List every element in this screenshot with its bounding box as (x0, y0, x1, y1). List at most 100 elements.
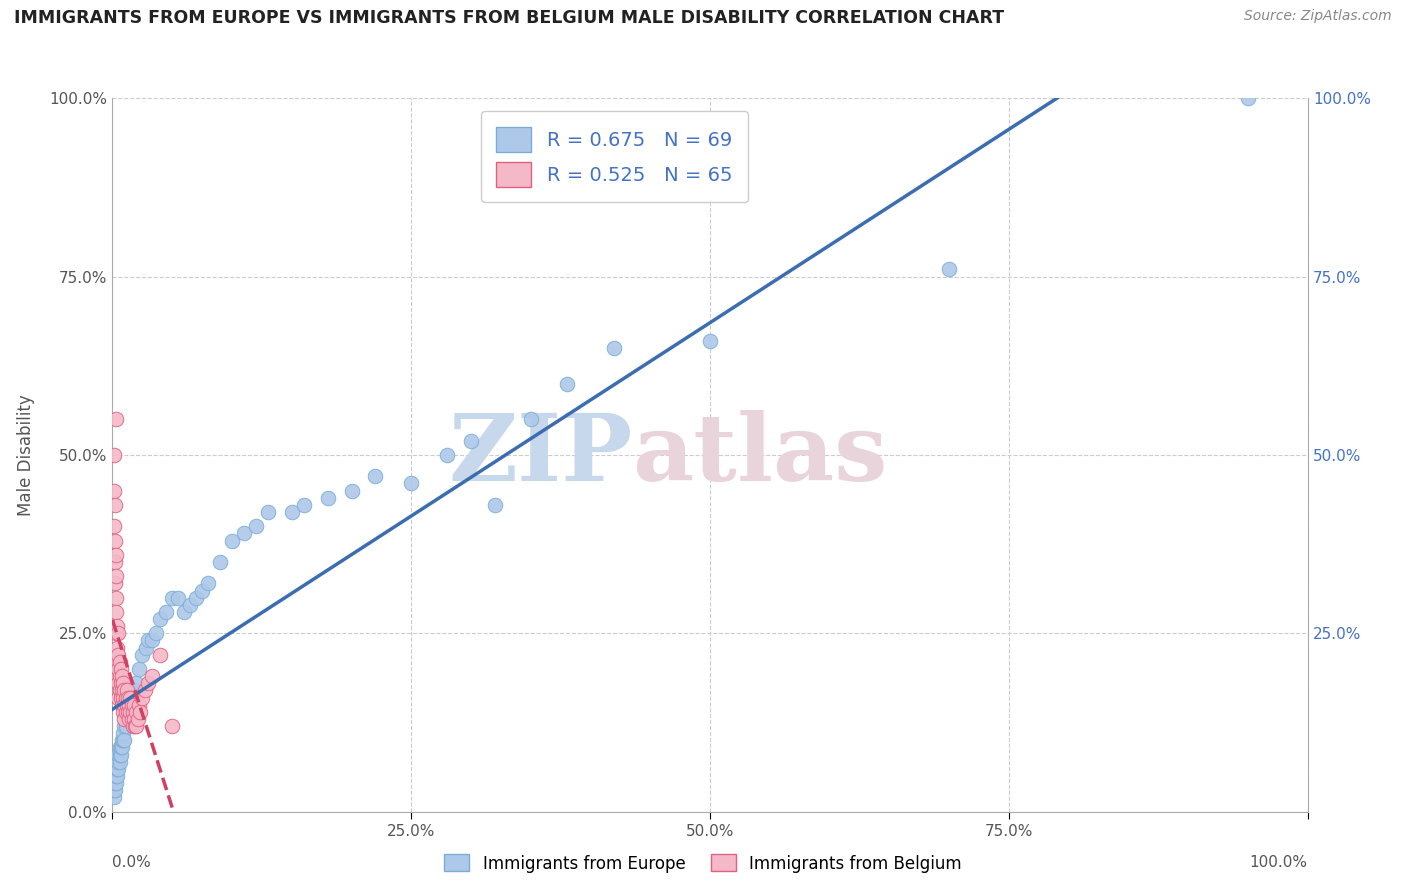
Point (197, 576, 219, 591)
Point (112, 690, 135, 705)
Point (112, 733, 135, 747)
Point (104, 576, 127, 591)
Point (186, 591, 208, 605)
Point (105, 412, 128, 426)
Point (107, 676, 129, 690)
Point (105, 605, 128, 619)
Point (105, 762, 128, 776)
Point (105, 569, 128, 583)
Point (173, 605, 195, 619)
Point (555, 376, 578, 391)
Point (103, 448, 125, 462)
Point (131, 690, 153, 705)
Point (401, 476, 423, 491)
Point (104, 533, 127, 548)
Point (111, 669, 134, 683)
Point (340, 483, 363, 498)
Point (108, 755, 131, 769)
Point (122, 698, 145, 712)
Point (107, 662, 129, 676)
Point (107, 762, 129, 776)
Point (118, 712, 141, 726)
Point (114, 733, 135, 747)
Point (105, 669, 128, 683)
Point (460, 434, 482, 448)
Point (110, 662, 132, 676)
Point (125, 705, 148, 719)
Point (107, 648, 129, 662)
Point (145, 626, 167, 640)
Point (118, 698, 141, 712)
Point (121, 698, 143, 712)
Point (105, 762, 128, 776)
Legend: R = 0.675   N = 69, R = 0.525   N = 65: R = 0.675 N = 69, R = 0.525 N = 65 (481, 112, 748, 202)
Point (938, 262, 960, 277)
Point (121, 705, 143, 719)
Point (520, 412, 543, 426)
Point (128, 698, 150, 712)
Text: IMMIGRANTS FROM EUROPE VS IMMIGRANTS FROM BELGIUM MALE DISABILITY CORRELATION CH: IMMIGRANTS FROM EUROPE VS IMMIGRANTS FRO… (14, 9, 1004, 27)
Point (117, 705, 139, 719)
Point (114, 719, 135, 733)
Point (1237, 91, 1260, 105)
Text: ZIP: ZIP (449, 410, 633, 500)
Point (104, 783, 127, 797)
Point (122, 683, 145, 698)
Text: atlas: atlas (633, 410, 887, 500)
Point (281, 505, 304, 519)
Point (114, 698, 135, 712)
Point (128, 662, 150, 676)
Point (292, 498, 315, 512)
Point (105, 776, 128, 790)
Point (105, 640, 128, 655)
Point (118, 712, 141, 726)
Point (162, 591, 183, 605)
Point (114, 705, 136, 719)
Point (105, 626, 128, 640)
Point (484, 498, 506, 512)
Point (316, 491, 339, 505)
Point (112, 726, 135, 740)
Point (107, 747, 129, 762)
Point (603, 341, 626, 355)
Point (104, 555, 127, 569)
Point (138, 676, 160, 690)
Point (129, 705, 152, 719)
Point (179, 598, 201, 612)
Point (114, 712, 135, 726)
Point (104, 769, 127, 783)
Point (111, 733, 134, 747)
Point (103, 783, 125, 797)
Point (120, 705, 142, 719)
Point (105, 548, 128, 562)
Point (105, 755, 128, 769)
Point (131, 648, 153, 662)
Point (108, 740, 131, 755)
Point (115, 698, 138, 712)
Point (138, 633, 160, 648)
Point (105, 769, 128, 783)
Point (120, 705, 142, 719)
Point (699, 334, 721, 348)
Point (110, 747, 132, 762)
Point (114, 690, 136, 705)
Point (115, 683, 138, 698)
Point (120, 690, 142, 705)
Point (114, 683, 135, 698)
Text: 0.0%: 0.0% (112, 855, 152, 870)
Point (114, 719, 136, 733)
Point (117, 690, 139, 705)
Point (111, 683, 134, 698)
Point (105, 769, 128, 783)
Point (149, 648, 172, 662)
Point (117, 705, 139, 719)
Point (110, 676, 132, 690)
Point (232, 526, 256, 541)
Point (257, 505, 280, 519)
Point (105, 591, 128, 605)
Point (208, 555, 231, 569)
Point (245, 519, 267, 533)
Point (167, 591, 190, 605)
Point (107, 690, 129, 705)
Point (124, 719, 146, 733)
